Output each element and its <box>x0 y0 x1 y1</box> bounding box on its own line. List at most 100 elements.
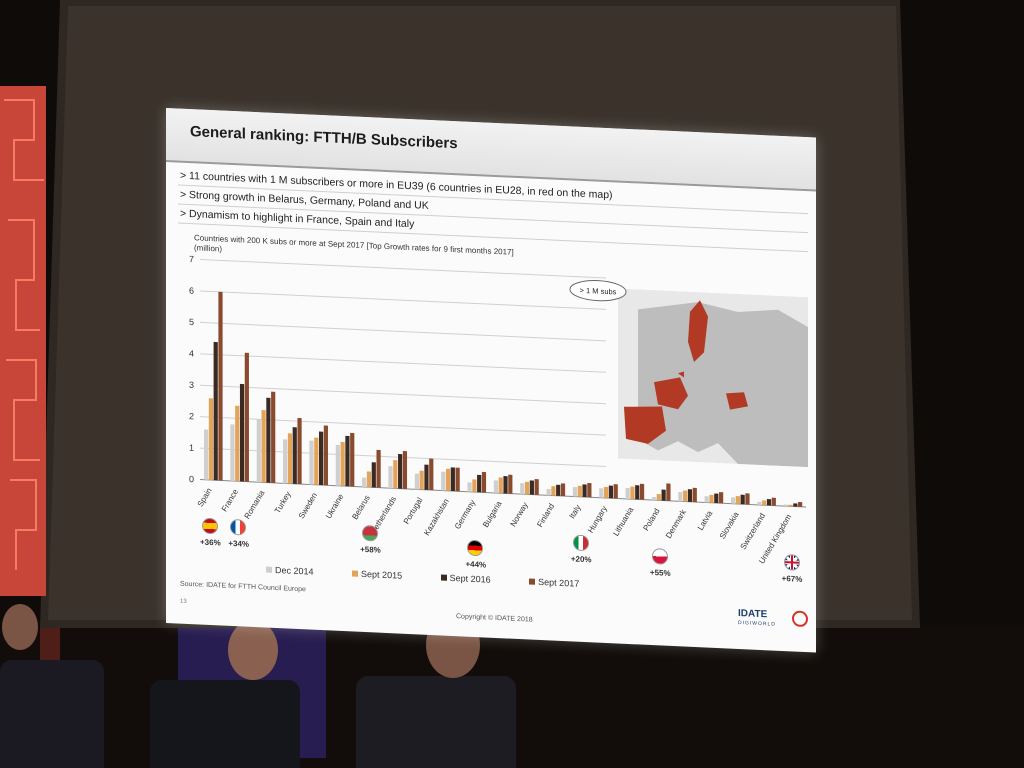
bar-latvia-0 <box>704 496 709 503</box>
legend-item-sept-2015: Sept 2015 <box>352 568 402 581</box>
idate-logo-subtitle: DIGIWORLD <box>738 619 776 628</box>
gridline <box>200 384 606 405</box>
bar-italy-0 <box>572 487 578 497</box>
category-label: Denmark <box>664 507 689 540</box>
bar-bulgaria-1 <box>498 477 503 494</box>
map-romania <box>726 392 748 410</box>
bar-sweden-0 <box>309 440 314 485</box>
bar-united-kingdom-1 <box>788 504 793 507</box>
category-label: Belarus <box>350 493 371 521</box>
bar-lithuania-1 <box>630 486 635 500</box>
panelist-middle-head <box>228 620 278 680</box>
bar-finland-2 <box>556 484 561 496</box>
panelist-right <box>356 676 516 768</box>
bar-ukraine-3 <box>350 432 355 487</box>
bar-turkey-0 <box>283 439 288 484</box>
growth-label: +44% <box>465 559 487 570</box>
panelist-middle <box>150 680 300 768</box>
y-tick-label: 1 <box>189 443 194 453</box>
map-france <box>654 377 688 410</box>
y-tick-label: 4 <box>189 348 194 358</box>
bar-hungary-0 <box>599 488 604 498</box>
bar-poland-0 <box>651 496 657 501</box>
category-label: Switzerland <box>739 511 767 551</box>
growth-label: +34% <box>228 538 250 549</box>
y-tick-label: 7 <box>189 254 194 264</box>
bar-slovakia-0 <box>730 497 736 504</box>
bar-spain-2 <box>213 341 218 481</box>
bar-italy-3 <box>587 482 592 498</box>
bar-spain-1 <box>208 398 213 481</box>
map-sweden <box>688 300 708 362</box>
panelist-left-head <box>2 604 38 650</box>
bar-norway-2 <box>529 480 534 495</box>
bar-sweden-2 <box>318 431 324 486</box>
flag-spain-icon <box>202 517 218 535</box>
bar-germany-2 <box>477 474 482 493</box>
bar-slovakia-2 <box>740 494 745 505</box>
bar-kazakhstan-3 <box>455 467 460 492</box>
category-label: Lithuania <box>611 505 635 538</box>
map-spain <box>624 406 666 444</box>
bar-denmark-1 <box>683 490 688 502</box>
y-tick-label: 5 <box>189 317 194 327</box>
category-label: Spain <box>196 486 214 508</box>
bar-turkey-1 <box>287 433 293 484</box>
category-label: Bulgaria <box>481 499 504 529</box>
bar-slovakia-1 <box>735 496 740 505</box>
bar-united-kingdom-3 <box>798 501 803 507</box>
bar-belarus-3 <box>376 449 381 488</box>
bar-turkey-3 <box>297 417 302 485</box>
y-tick-label: 6 <box>189 285 194 295</box>
bar-romania-0 <box>256 419 261 483</box>
bar-netherlands-3 <box>402 451 408 489</box>
gridline <box>200 416 606 436</box>
bar-latvia-1 <box>709 494 714 503</box>
bar-ukraine-1 <box>340 441 345 487</box>
growth-label: +36% <box>200 537 221 548</box>
bar-netherlands-1 <box>393 460 398 489</box>
bar-denmark-3 <box>692 487 697 503</box>
bar-kazakhstan-0 <box>441 471 446 491</box>
map-callout-label: > 1 M subs <box>580 286 617 297</box>
bar-hungary-1 <box>604 486 609 499</box>
gridline <box>200 353 606 373</box>
category-label: Norway <box>509 501 530 529</box>
bar-finland-3 <box>560 483 566 497</box>
bar-turkey-2 <box>292 427 297 484</box>
y-tick-label: 3 <box>189 380 194 390</box>
flag-poland-icon <box>651 548 668 565</box>
bar-finland-1 <box>551 486 556 496</box>
bar-latvia-2 <box>714 493 719 504</box>
source-note: Source: IDATE for FTTH Council Europe <box>180 580 306 594</box>
bar-united-kingdom-0 <box>783 504 788 507</box>
bar-switzerland-1 <box>762 500 767 506</box>
bar-kazakhstan-1 <box>445 468 451 491</box>
bar-sweden-3 <box>323 425 328 486</box>
growth-label: +20% <box>570 554 592 565</box>
bar-lithuania-0 <box>625 487 630 500</box>
y-tick-label: 2 <box>189 411 194 421</box>
legend-item-dec-2014: Dec 2014 <box>266 565 314 577</box>
category-label: Turkey <box>273 490 293 515</box>
bar-france-0 <box>230 424 235 482</box>
bar-portugal-0 <box>414 473 419 490</box>
bar-netherlands-0 <box>388 466 393 489</box>
bar-portugal-3 <box>429 458 434 491</box>
idate-logo-icon <box>792 610 808 628</box>
bar-belarus-0 <box>362 477 367 488</box>
gridline <box>200 259 606 279</box>
bar-hungary-2 <box>608 485 614 499</box>
bar-portugal-2 <box>424 464 429 490</box>
bar-norway-1 <box>524 481 530 495</box>
bar-france-3 <box>244 352 249 482</box>
bar-switzerland-3 <box>771 497 776 506</box>
category-label: Sweden <box>297 491 319 520</box>
bar-netherlands-2 <box>398 453 403 489</box>
category-label: Germany <box>453 498 477 531</box>
bar-norway-0 <box>520 483 525 495</box>
bar-spain-3 <box>218 291 223 481</box>
page-number: 13 <box>180 598 187 605</box>
map-callout: > 1 M subs <box>569 280 627 302</box>
